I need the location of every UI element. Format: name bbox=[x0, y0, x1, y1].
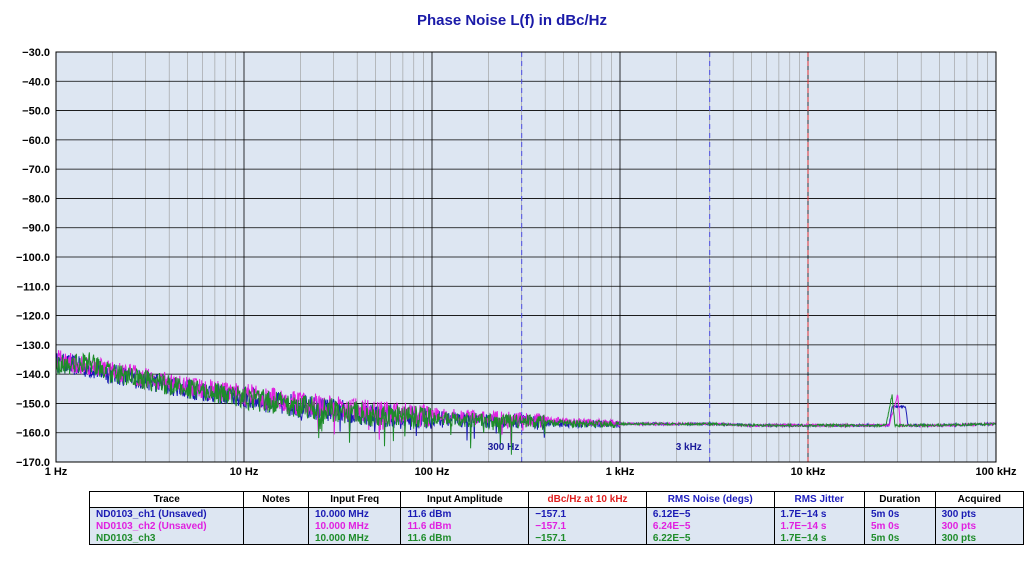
x-tick-label: 1 Hz bbox=[45, 466, 68, 478]
marker-label: 300 Hz bbox=[488, 442, 520, 453]
table-cell: 1.7E−14 s bbox=[773, 507, 865, 520]
y-tick-label: −140.0 bbox=[16, 369, 50, 381]
table-header-cell: Trace bbox=[88, 491, 245, 508]
table-cell: 300 pts bbox=[934, 532, 1024, 545]
y-tick-label: −110.0 bbox=[17, 281, 50, 293]
x-tick-label: 100 kHz bbox=[976, 466, 1017, 478]
table-cell: 5m 0s bbox=[863, 520, 936, 532]
y-tick-label: −70.0 bbox=[22, 164, 50, 176]
trace-table-body: ND0103_ch1 (Unsaved) 10.000 MHz 11.6 dBm −1… bbox=[88, 507, 1024, 545]
y-tick-label: −50.0 bbox=[22, 106, 50, 118]
x-tick-label: 100 Hz bbox=[415, 466, 450, 478]
x-tick-label: 1 kHz bbox=[606, 466, 635, 478]
x-tick-label: 10 kHz bbox=[791, 466, 826, 478]
y-tick-label: −130.0 bbox=[16, 340, 50, 352]
table-header-cell: Acquired bbox=[934, 491, 1024, 508]
table-cell: 1.7E−14 s bbox=[773, 532, 865, 545]
y-tick-label: −30.0 bbox=[22, 47, 50, 59]
table-cell bbox=[243, 507, 309, 520]
table-cell: 10.000 MHz bbox=[307, 520, 402, 532]
y-tick-label: −170.0 bbox=[16, 457, 50, 469]
table-cell bbox=[243, 532, 309, 545]
table-row: ND0103_ch3 10.000 MHz 11.6 dBm −157.1 6.22E−… bbox=[88, 532, 1024, 545]
table-cell: ND0103_ch3 bbox=[88, 532, 245, 545]
table-header-cell: Input Freq bbox=[307, 491, 402, 508]
table-cell: 11.6 dBm bbox=[400, 532, 530, 545]
y-tick-label: −80.0 bbox=[22, 193, 50, 205]
y-tick-label: −40.0 bbox=[22, 76, 50, 88]
table-cell: 6.22E−5 bbox=[645, 532, 775, 545]
table-header-cell: RMS Jitter bbox=[773, 491, 865, 508]
table-cell: 1.7E−14 s bbox=[773, 520, 865, 532]
table-cell: 11.6 dBm bbox=[400, 507, 530, 520]
plot-frame bbox=[55, 51, 997, 463]
table-cell: 6.24E−5 bbox=[645, 520, 775, 532]
table-row: ND0103_ch1 (Unsaved) 10.000 MHz 11.6 dBm −1… bbox=[88, 507, 1024, 520]
table-cell: 11.6 dBm bbox=[400, 520, 530, 532]
y-tick-label: −60.0 bbox=[22, 135, 50, 147]
table-cell: −157.1 bbox=[528, 532, 647, 545]
table-header-cell: Notes bbox=[243, 491, 309, 508]
table-cell: ND0103_ch2 (Unsaved) bbox=[88, 520, 245, 532]
chart-title: Phase Noise L(f) in dBc/Hz bbox=[416, 12, 608, 29]
table-cell: 5m 0s bbox=[863, 532, 936, 545]
table-cell: ND0103_ch1 (Unsaved) bbox=[88, 507, 245, 520]
table-cell: −157.1 bbox=[528, 520, 647, 532]
trace-table: Trace Notes Input Freq Input Amplitude dBc/H… bbox=[88, 491, 1024, 545]
table-header-cell: RMS Noise (degs) bbox=[645, 491, 775, 508]
phase-noise-chart: 300 Hz 3 kHz −30.0 −40.0 −50.0 −60.0 −70.0 −80.… bbox=[16, 47, 1017, 478]
table-cell: 10.000 MHz bbox=[307, 532, 402, 545]
table-cell: −157.1 bbox=[528, 507, 647, 520]
table-header-cell: dBc/Hz at 10 kHz bbox=[528, 491, 647, 508]
table-header-cell: Input Amplitude bbox=[400, 491, 530, 508]
table-cell: 300 pts bbox=[934, 520, 1024, 532]
marker-label: 3 kHz bbox=[676, 442, 702, 453]
y-tick-label: −150.0 bbox=[16, 398, 50, 410]
table-cell: 10.000 MHz bbox=[307, 507, 402, 520]
y-tick-label: −90.0 bbox=[22, 223, 50, 235]
y-tick-label: −160.0 bbox=[16, 428, 50, 440]
series-line-3 bbox=[55, 352, 997, 455]
table-cell: 300 pts bbox=[934, 507, 1024, 520]
trace-table-header-row: Trace Notes Input Freq Input Amplitude dBc/H… bbox=[88, 491, 1024, 508]
table-header-cell: Duration bbox=[863, 491, 936, 508]
y-tick-label: −100.0 bbox=[16, 252, 50, 264]
y-tick-label: −120.0 bbox=[16, 311, 50, 323]
table-row: ND0103_ch2 (Unsaved) 10.000 MHz 11.6 dBm −1… bbox=[88, 520, 1024, 532]
table-cell: 6.12E−5 bbox=[645, 507, 775, 520]
table-cell bbox=[243, 520, 309, 532]
x-tick-label: 10 Hz bbox=[230, 466, 259, 478]
table-cell: 5m 0s bbox=[863, 507, 936, 520]
